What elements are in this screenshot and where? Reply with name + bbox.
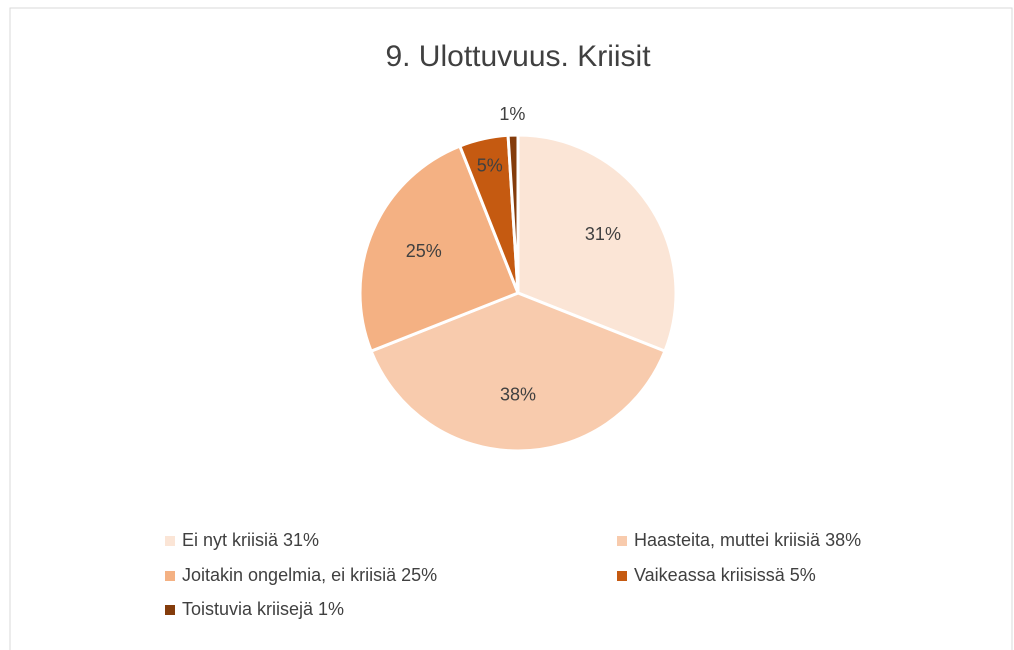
pie-slice (516, 133, 678, 353)
pie-slice (506, 133, 520, 295)
legend-swatch (617, 571, 627, 581)
legend-label: Haasteita, muttei kriisiä 38% (634, 530, 861, 550)
data-label: 38% (500, 384, 536, 404)
legend-label: Toistuvia kriisejä 1% (182, 599, 344, 619)
legend-swatch (165, 536, 175, 546)
pie-slice (358, 144, 520, 353)
legend-label: Joitakin ongelmia, ei kriisiä 25% (182, 565, 437, 585)
legend-swatch (165, 571, 175, 581)
data-label: 5% (477, 155, 503, 175)
pie-slice (369, 291, 667, 453)
legend-label: Vaikeassa kriisissä 5% (634, 565, 816, 585)
data-label: 25% (406, 241, 442, 261)
data-label: 1% (499, 104, 525, 124)
legend-swatch (165, 605, 175, 615)
legend-swatch (617, 536, 627, 546)
legend-label: Ei nyt kriisiä 31% (182, 530, 319, 550)
data-label: 31% (585, 224, 621, 244)
chart-title: 9. Ulottuvuus. Kriisit (385, 40, 651, 73)
